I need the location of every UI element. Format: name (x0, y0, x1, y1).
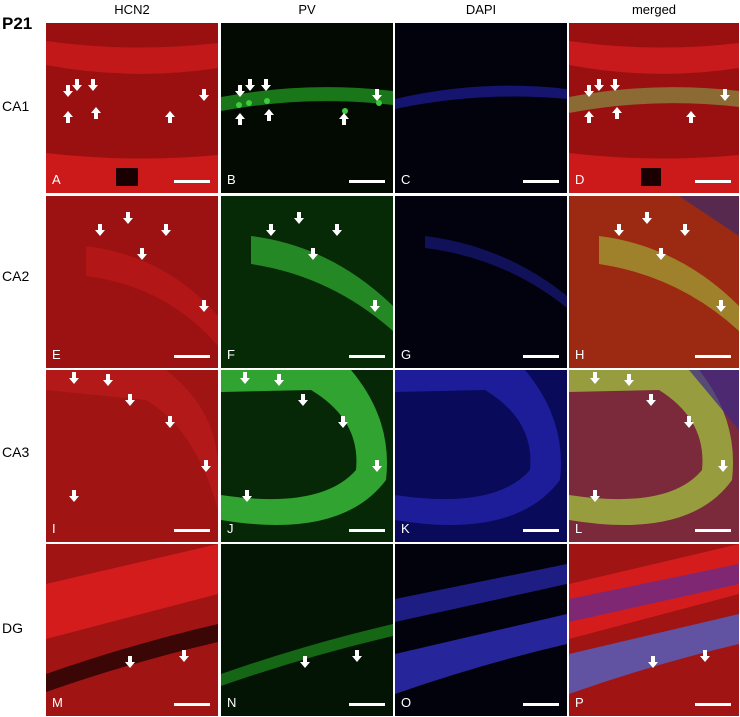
panel-f-pv-ca2: F (221, 196, 393, 368)
panel-h-merged-ca2: H (569, 196, 739, 368)
arrow-markers (69, 372, 211, 502)
micrograph-image (569, 23, 739, 193)
micrograph-image (221, 23, 393, 193)
panel-letter: F (227, 347, 235, 362)
micrograph-image (569, 544, 739, 716)
panel-e-hcn2-ca2: E (46, 196, 218, 368)
scale-bar (174, 703, 210, 706)
age-label: P21 (2, 14, 33, 33)
column-header-pv: PV (298, 2, 316, 17)
micrograph-image (395, 544, 567, 716)
row-label-dg: DG (2, 620, 23, 636)
panel-b-pv-ca1: B (221, 23, 393, 193)
panel-i-hcn2-ca3: I (46, 370, 218, 542)
column-header-dapi: DAPI (465, 2, 497, 17)
panel-letter: O (401, 695, 412, 710)
scale-bar (349, 529, 385, 532)
scale-bar (174, 355, 210, 358)
panel-letter: G (401, 347, 412, 362)
panel-letter: A (52, 172, 61, 187)
panel-letter: K (401, 521, 410, 536)
micrograph-image (395, 23, 567, 193)
arrow-markers (125, 650, 189, 668)
column-header-hcn2: HCN2 (114, 2, 150, 17)
scale-bar (695, 355, 731, 358)
row-label-ca1: CA1 (2, 98, 30, 114)
arrow-markers (240, 372, 382, 502)
panel-m-hcn2-dg: M (46, 544, 218, 716)
arrow-markers (95, 212, 209, 312)
scale-bar (349, 180, 385, 183)
panel-letter: C (401, 172, 411, 187)
scale-bar (349, 703, 385, 706)
row-label-ca3: CA3 (2, 444, 30, 460)
scale-bar (523, 180, 559, 183)
micrograph-image (46, 544, 218, 716)
micrograph-image (395, 370, 567, 542)
micrograph-image (569, 370, 739, 542)
arrow-markers (300, 650, 362, 668)
scale-bar (523, 529, 559, 532)
micrograph-image (221, 370, 393, 542)
micrograph-image (221, 544, 393, 716)
panel-d-merged-ca1: D (569, 23, 739, 193)
panel-letter: P (575, 695, 584, 710)
arrow-markers (235, 79, 382, 125)
arrow-markers (266, 212, 380, 312)
micrograph-image (46, 196, 218, 368)
column-header-merged: merged (631, 2, 677, 17)
panel-g-dapi-ca2: G (395, 196, 567, 368)
panel-letter: H (575, 347, 585, 362)
arrow-markers (648, 650, 710, 668)
micrograph-image (569, 196, 739, 368)
panel-letter: I (52, 521, 56, 536)
row-label-ca2: CA2 (2, 268, 30, 284)
scale-bar (349, 355, 385, 358)
panel-o-dapi-dg: O (395, 544, 567, 716)
scale-bar (695, 180, 731, 183)
scale-bar (174, 529, 210, 532)
scale-bar (523, 703, 559, 706)
panel-letter: E (52, 347, 61, 362)
panel-letter: L (575, 521, 583, 536)
scale-bar (695, 529, 731, 532)
panel-p-merged-dg: P (569, 544, 739, 716)
panel-a-hcn2-ca1: A (46, 23, 218, 193)
panel-n-pv-dg: N (221, 544, 393, 716)
micrograph-image (46, 23, 218, 193)
micrograph-image (221, 196, 393, 368)
panel-j-pv-ca3: J (221, 370, 393, 542)
panel-letter: B (227, 172, 236, 187)
micrograph-image (395, 196, 567, 368)
micrograph-image (46, 370, 218, 542)
arrow-markers (63, 79, 209, 123)
panel-letter: N (227, 695, 237, 710)
panel-letter: M (52, 695, 63, 710)
panel-letter: J (227, 521, 234, 536)
panel-k-dapi-ca3: K (395, 370, 567, 542)
arrow-markers (590, 372, 728, 502)
arrow-markers (614, 212, 726, 312)
scale-bar (523, 355, 559, 358)
arrow-markers (584, 79, 730, 123)
scale-bar (695, 703, 731, 706)
panel-l-merged-ca3: L (569, 370, 739, 542)
scale-bar (174, 180, 210, 183)
panel-letter: D (575, 172, 585, 187)
panel-c-dapi-ca1: C (395, 23, 567, 193)
